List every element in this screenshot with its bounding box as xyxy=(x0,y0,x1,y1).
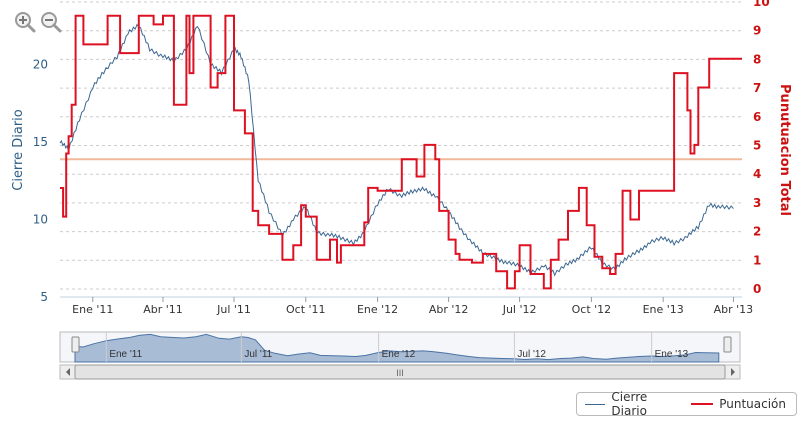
legend-swatch-cierre xyxy=(585,403,606,405)
zoom-controls xyxy=(14,11,62,33)
navigator-tick-label: Jul '11 xyxy=(244,349,272,360)
y-right-tick-label: 8 xyxy=(753,52,761,66)
y-left-tick-label: 10 xyxy=(33,212,48,226)
scrollbar-thumb[interactable] xyxy=(74,364,726,380)
grid-lines xyxy=(60,1,742,298)
scroll-right-arrow[interactable] xyxy=(731,368,735,376)
legend-swatch-puntuacion xyxy=(691,403,714,405)
y-right-tick-label: 9 xyxy=(753,24,761,38)
legend: Cierre Diario Puntuación xyxy=(576,390,797,418)
y-right-tick-label: 2 xyxy=(753,225,761,239)
scroll-left-arrow[interactable] xyxy=(66,368,70,376)
line-cierre-diario xyxy=(59,23,734,277)
y-right-tick-label: 1 xyxy=(753,253,761,267)
legend-item-cierre[interactable]: Cierre Diario xyxy=(585,390,681,418)
y-left-tick-label: 5 xyxy=(40,290,48,304)
legend-label-cierre: Cierre Diario xyxy=(611,390,648,418)
y-axis-left: 5 10 15 20 xyxy=(33,57,48,304)
chart-area: 5 10 15 20 0 1 2 3 4 5 6 7 8 9 10 Ene '11 Abr '11 Jul '… xyxy=(11,0,792,380)
navigator-tick-label: Ene '12 xyxy=(382,349,416,360)
y-right-tick-label: 6 xyxy=(753,110,761,124)
y-axis-left-title: Cierre Diario xyxy=(11,109,26,191)
line-puntuacion xyxy=(60,14,742,290)
series-cierre-diario xyxy=(59,23,734,277)
x-tick-label: Abr '12 xyxy=(429,303,469,316)
y-right-tick-label: 4 xyxy=(753,167,761,181)
y-axis-right: 0 1 2 3 4 5 6 7 8 9 10 xyxy=(753,0,770,296)
x-tick-label: Ene '13 xyxy=(643,303,684,316)
navigator-handle[interactable] xyxy=(71,336,80,353)
legend-label-puntuacion: Puntuación xyxy=(719,397,786,411)
navigator-tick-label: Jul '12 xyxy=(517,349,546,360)
y-left-tick-label: 20 xyxy=(33,57,48,71)
y-left-tick-label: 15 xyxy=(33,135,48,149)
legend-item-puntuacion[interactable]: Puntuación xyxy=(691,397,786,411)
zoom-in-icon[interactable] xyxy=(14,11,36,33)
x-tick-label: Oct '11 xyxy=(286,303,326,316)
navigator-series xyxy=(74,333,720,363)
navigator-tick-label: Ene '11 xyxy=(109,349,142,360)
y-right-tick-label: 5 xyxy=(753,139,761,153)
x-axis: Ene '11 Abr '11 Jul '11 Oct '11 Ene '12 Abr '… xyxy=(72,297,753,316)
navigator-handle[interactable] xyxy=(723,336,732,353)
navigator-tick-label: Ene '13 xyxy=(655,349,689,360)
x-tick-label: Abr '11 xyxy=(143,303,183,316)
y-right-tick-label: 7 xyxy=(753,81,761,95)
y-right-tick-label: 3 xyxy=(753,196,761,210)
series-puntuacion xyxy=(60,14,742,290)
navigator[interactable]: Ene '11 Jul '11 Ene '12 Jul '12 Ene '13 III xyxy=(59,331,741,380)
y-right-tick-label: 0 xyxy=(753,282,761,296)
x-tick-label: Ene '11 xyxy=(72,303,113,316)
x-tick-label: Jul '12 xyxy=(502,303,537,316)
zoom-out-icon[interactable] xyxy=(40,11,62,33)
x-tick-label: Abr '13 xyxy=(714,303,754,316)
y-axis-right-title: Punutuacion Total xyxy=(777,84,792,216)
x-tick-label: Oct '12 xyxy=(572,303,612,316)
scrollbar-grip: III xyxy=(396,368,404,378)
x-tick-label: Ene '12 xyxy=(357,303,398,316)
x-tick-label: Jul '11 xyxy=(216,303,251,316)
y-right-tick-label: 10 xyxy=(753,0,770,9)
